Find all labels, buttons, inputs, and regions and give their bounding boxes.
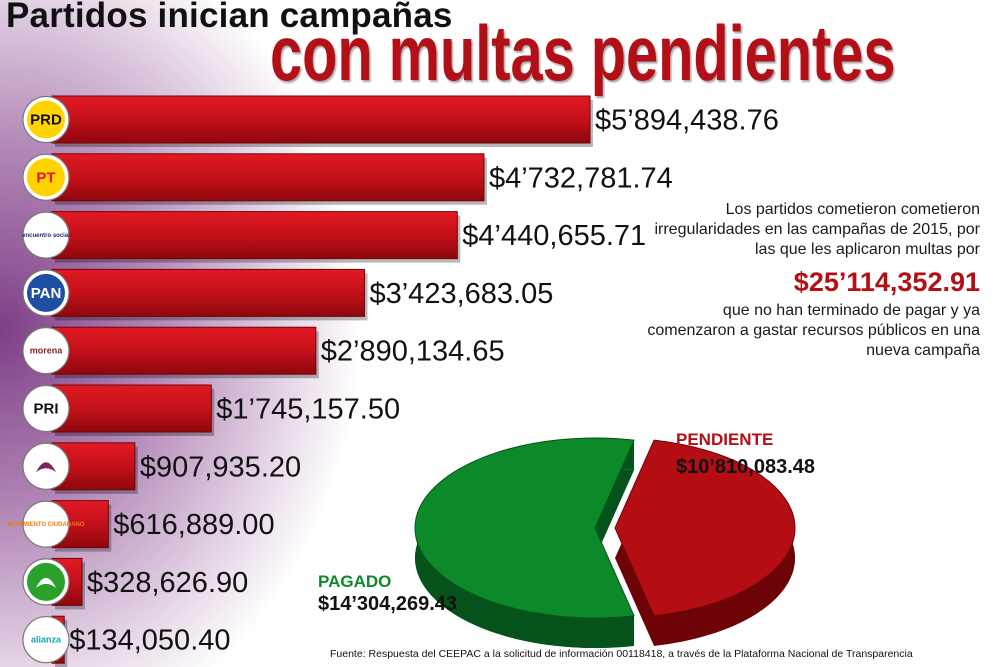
nueva-alianza-logo: alianza	[22, 616, 70, 664]
humanista-logo	[22, 442, 70, 490]
prd-logo: PRD	[22, 95, 70, 144]
pie-value-pendiente: $10’810,083.48	[676, 456, 815, 478]
bar	[51, 211, 458, 260]
pvem-logo	[22, 558, 70, 606]
svg-text:encuentro social: encuentro social	[22, 233, 70, 239]
pt-logo: PT	[22, 153, 70, 201]
bar-value-label: $1’745,157.50	[216, 394, 400, 426]
bar-value-label: $134,050.40	[69, 625, 230, 657]
pan-logo: PAN	[22, 269, 70, 317]
title-line-1: Partidos inician campañas	[6, 0, 453, 35]
svg-text:PAN: PAN	[31, 285, 62, 302]
title-line-2: con multas pendientes	[270, 9, 896, 97]
pie-value-pagado: $14’304,269.43	[318, 593, 457, 615]
bar	[51, 384, 212, 433]
source-note: Fuente: Respuesta del CEEPAC a la solici…	[330, 648, 913, 660]
bar-value-label: $4’732,781.74	[489, 162, 673, 194]
bar	[51, 153, 485, 202]
pie-slice-pagado	[414, 437, 635, 648]
bar-value-label: $4’440,655.71	[462, 220, 646, 252]
bar-value-label: $2’890,134.65	[321, 336, 505, 368]
movimiento-ciudadano-logo: MOVIMIENTO CIUDADANO	[8, 500, 85, 548]
summary-total: $25’114,352.91	[793, 267, 980, 297]
bar-value-label: $3’423,683.05	[369, 278, 553, 310]
bar	[51, 95, 591, 144]
bar-value-label: $328,626.90	[87, 567, 248, 599]
pie-slice-pendiente	[614, 439, 796, 646]
svg-text:PT: PT	[36, 169, 55, 186]
bar-value-label: $616,889.00	[113, 509, 274, 541]
bar-value-label: $5’894,438.76	[595, 105, 779, 137]
bar	[51, 326, 317, 375]
svg-text:alianza: alianza	[31, 635, 62, 645]
summary-tail: que no han terminado de pagar y ya comen…	[647, 302, 980, 359]
morena-logo: morena	[22, 327, 70, 375]
svg-text:MOVIMIENTO CIUDADANO: MOVIMIENTO CIUDADANO	[8, 522, 85, 528]
bar	[51, 268, 365, 317]
svg-text:PRD: PRD	[30, 112, 62, 129]
summary-text: Los partidos cometieron cometieron irreg…	[640, 200, 980, 361]
svg-text:morena: morena	[30, 346, 64, 356]
pie-label-pagado: PAGADO	[318, 572, 391, 591]
pie-label-pendiente: PENDIENTE	[676, 430, 773, 449]
svg-text:PRI: PRI	[33, 401, 58, 418]
bar-value-label: $907,935.20	[140, 451, 301, 483]
summary-lead: Los partidos cometieron cometieron irreg…	[654, 201, 980, 258]
encuentro-social-logo: encuentro social	[22, 211, 70, 259]
pri-logo: PRI	[22, 384, 70, 433]
